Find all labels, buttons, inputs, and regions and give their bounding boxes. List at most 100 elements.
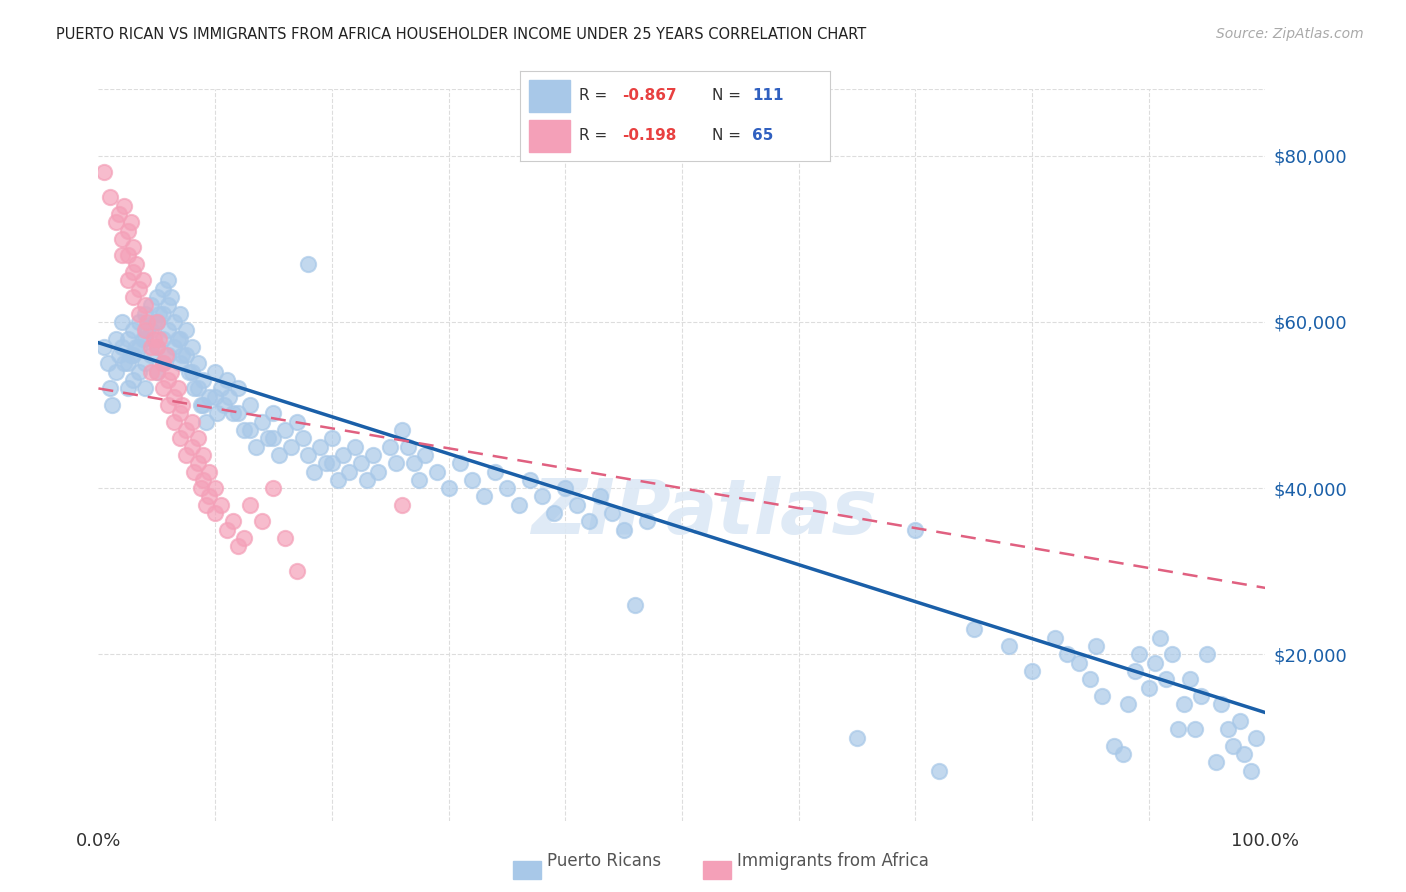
Point — [1112, 747, 1135, 761]
Point — [166, 332, 188, 346]
Point — [344, 440, 367, 454]
Point — [304, 465, 326, 479]
Point — [1149, 631, 1171, 645]
Point — [1173, 698, 1195, 712]
Text: N =: N = — [711, 88, 745, 103]
Point — [285, 415, 308, 429]
Point — [337, 465, 360, 479]
Point — [315, 456, 337, 470]
Point — [134, 323, 156, 337]
Point — [159, 290, 181, 304]
Point — [193, 448, 215, 462]
Point — [111, 232, 134, 246]
Point — [262, 431, 284, 445]
Point — [139, 340, 162, 354]
Point — [1167, 723, 1189, 737]
Point — [1102, 739, 1125, 753]
Point — [187, 456, 209, 470]
Point — [256, 431, 278, 445]
Point — [530, 490, 553, 504]
Point — [204, 506, 226, 520]
Point — [1067, 656, 1090, 670]
Point — [163, 390, 186, 404]
Point — [174, 423, 197, 437]
Point — [152, 282, 174, 296]
Point — [180, 440, 202, 454]
Text: ZIPatlas: ZIPatlas — [533, 476, 879, 550]
Point — [198, 390, 221, 404]
Point — [1091, 689, 1114, 703]
Point — [367, 465, 389, 479]
Point — [117, 273, 139, 287]
Point — [157, 348, 180, 362]
Point — [215, 373, 238, 387]
Point — [309, 440, 332, 454]
Point — [146, 315, 169, 329]
Point — [134, 332, 156, 346]
Point — [98, 190, 121, 204]
Point — [146, 340, 169, 354]
Point — [187, 357, 209, 371]
Point — [326, 473, 349, 487]
Point — [148, 332, 170, 346]
Point — [180, 415, 202, 429]
Point — [1189, 689, 1212, 703]
Point — [1116, 698, 1139, 712]
Point — [143, 315, 166, 329]
Point — [198, 465, 221, 479]
Point — [122, 348, 145, 362]
Point — [228, 381, 250, 395]
Point — [139, 298, 162, 312]
Point — [291, 431, 314, 445]
Point — [426, 465, 449, 479]
Point — [112, 198, 135, 212]
Point — [297, 448, 319, 462]
Point — [204, 481, 226, 495]
Point — [846, 731, 869, 745]
Point — [174, 448, 197, 462]
Point — [1216, 723, 1239, 737]
Point — [122, 240, 145, 254]
Text: -0.198: -0.198 — [623, 128, 676, 143]
Point — [280, 440, 302, 454]
Point — [187, 381, 209, 395]
Point — [589, 490, 612, 504]
Point — [104, 365, 127, 379]
Point — [385, 456, 408, 470]
Point — [1184, 723, 1206, 737]
Point — [179, 365, 201, 379]
Point — [117, 332, 139, 346]
Point — [139, 365, 162, 379]
Point — [1209, 698, 1232, 712]
Point — [143, 332, 166, 346]
Bar — [530, 120, 569, 152]
Point — [408, 473, 430, 487]
Point — [233, 423, 256, 437]
Point — [1056, 648, 1078, 662]
Point — [1143, 656, 1166, 670]
Point — [111, 340, 134, 354]
Point — [180, 365, 202, 379]
Point — [120, 215, 142, 229]
Point — [104, 332, 127, 346]
Point — [117, 357, 139, 371]
Point — [183, 381, 205, 395]
Point — [209, 498, 232, 512]
Point — [204, 390, 226, 404]
Point — [928, 764, 950, 778]
Point — [134, 381, 156, 395]
Point — [613, 523, 636, 537]
Point — [174, 323, 197, 337]
Point — [391, 423, 413, 437]
Point — [128, 315, 150, 329]
Point — [163, 315, 186, 329]
Point — [146, 315, 169, 329]
Point — [361, 448, 384, 462]
Point — [132, 273, 155, 287]
Point — [214, 398, 236, 412]
Point — [1161, 648, 1184, 662]
Point — [104, 215, 127, 229]
Point — [245, 440, 267, 454]
Point — [193, 473, 215, 487]
Point — [218, 390, 240, 404]
